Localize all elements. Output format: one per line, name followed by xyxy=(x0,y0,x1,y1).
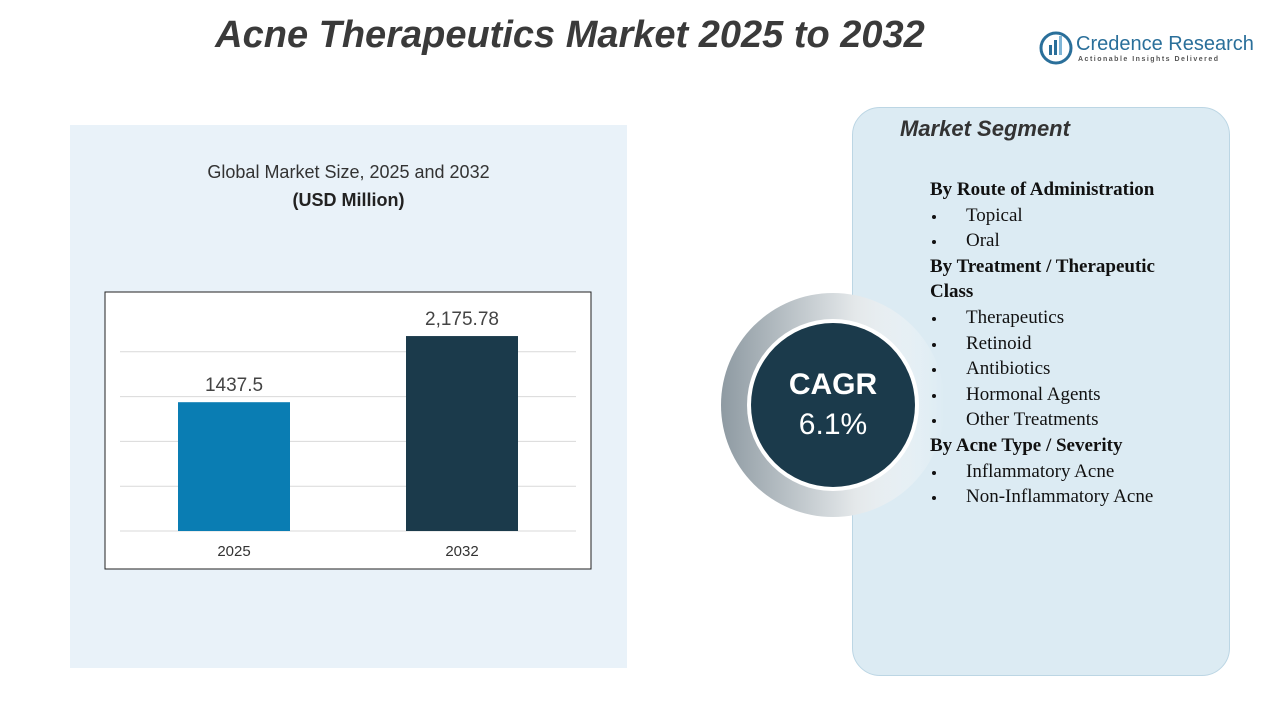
logo-tagline: Actionable Insights Delivered xyxy=(1078,56,1220,63)
segment-item: Non-Inflammatory Acne xyxy=(930,484,1200,510)
cagr-label: CAGR xyxy=(789,368,878,401)
segment-heading: By Route of Administration xyxy=(930,179,1155,200)
cagr-circle xyxy=(751,323,915,487)
value-label: 1437.5 xyxy=(205,375,263,396)
x-tick-label: 2025 xyxy=(217,543,250,560)
logo-icon xyxy=(1039,31,1073,65)
segment-list: By Route of Administration Topical Oral By … xyxy=(930,177,1200,510)
x-tick-label: 2032 xyxy=(445,543,478,560)
segment-item: Hormonal Agents xyxy=(930,382,1200,408)
page-title: Acne Therapeutics Market 2025 to 2032 xyxy=(215,14,925,56)
segment-item: Antibiotics xyxy=(930,356,1200,382)
segment-item: Topical xyxy=(930,203,1200,229)
chart-title: Global Market Size, 2025 and 2032 xyxy=(207,162,490,182)
segment-heading: By Acne Type / Severity xyxy=(930,434,1123,456)
segment-heading: By Treatment / Therapeutic Class xyxy=(930,255,1155,303)
segment-item: Oral xyxy=(930,228,1200,254)
segment-title: Market Segment xyxy=(900,116,1070,141)
segment-item: Therapeutics xyxy=(930,305,1200,331)
bar xyxy=(406,336,518,531)
value-label: 2,175.78 xyxy=(425,309,499,330)
chart-frame xyxy=(104,291,592,570)
segment-item: Inflammatory Acne xyxy=(930,459,1200,485)
segment-item: Other Treatments xyxy=(930,407,1200,433)
segment-item: Retinoid xyxy=(930,331,1200,357)
logo-name: Credence Research xyxy=(1076,33,1254,55)
chart-subtitle: (USD Million) xyxy=(292,190,405,210)
bar xyxy=(178,402,290,531)
cagr-value: 6.1% xyxy=(799,408,867,441)
